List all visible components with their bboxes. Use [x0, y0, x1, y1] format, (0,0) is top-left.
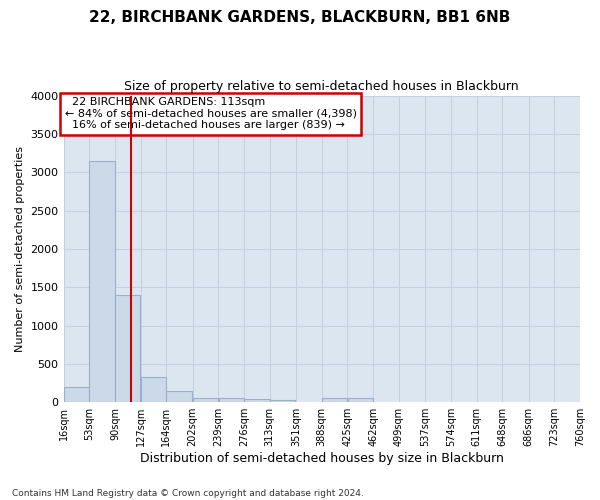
Bar [218, 398, 244, 402]
Bar [166, 392, 192, 402]
Bar [89, 160, 115, 402]
Bar [115, 295, 140, 402]
Bar [347, 398, 373, 402]
Text: 22, BIRCHBANK GARDENS, BLACKBURN, BB1 6NB: 22, BIRCHBANK GARDENS, BLACKBURN, BB1 6N… [89, 10, 511, 25]
Bar [322, 398, 347, 402]
Bar [64, 387, 89, 402]
Bar [141, 378, 166, 402]
Text: 22 BIRCHBANK GARDENS: 113sqm
← 84% of semi-detached houses are smaller (4,398)
 : 22 BIRCHBANK GARDENS: 113sqm ← 84% of se… [65, 97, 357, 130]
Bar [270, 400, 295, 402]
Bar [193, 398, 218, 402]
Bar [244, 399, 269, 402]
Title: Size of property relative to semi-detached houses in Blackburn: Size of property relative to semi-detach… [124, 80, 519, 93]
Y-axis label: Number of semi-detached properties: Number of semi-detached properties [15, 146, 25, 352]
X-axis label: Distribution of semi-detached houses by size in Blackburn: Distribution of semi-detached houses by … [140, 452, 504, 465]
Text: Contains HM Land Registry data © Crown copyright and database right 2024.: Contains HM Land Registry data © Crown c… [12, 488, 364, 498]
